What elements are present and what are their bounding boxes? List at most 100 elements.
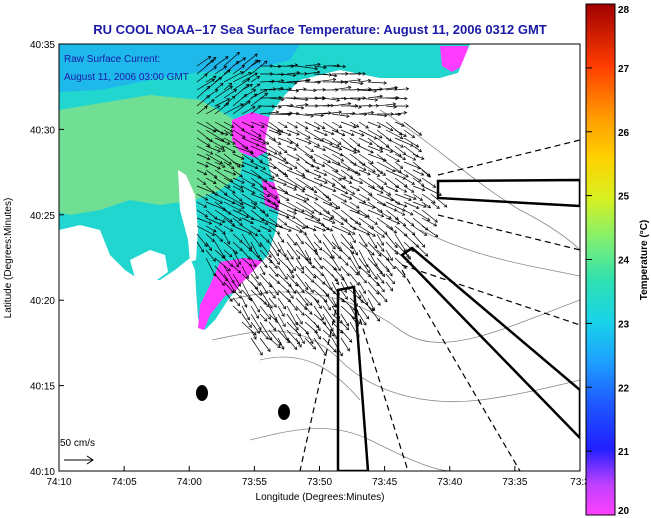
current-vector-head <box>254 53 258 58</box>
current-vector-head <box>418 148 422 153</box>
current-vector <box>358 249 369 267</box>
current-vector-head <box>247 256 251 260</box>
current-vector <box>250 121 265 128</box>
current-vector-head <box>385 257 390 261</box>
current-vector <box>367 225 385 238</box>
current-vector-head <box>257 282 261 287</box>
current-vector-head <box>334 278 338 282</box>
current-vector-head <box>363 322 367 326</box>
current-vector <box>313 249 322 261</box>
current-vector-head <box>356 187 361 192</box>
current-vector-head <box>212 75 217 79</box>
current-vector-head <box>378 253 382 257</box>
current-vector-head <box>278 64 282 69</box>
current-vector <box>358 129 377 140</box>
current-vector-head <box>281 313 285 317</box>
current-vector-head <box>287 132 292 137</box>
current-vector <box>205 57 217 67</box>
current-vector <box>277 112 293 115</box>
current-vector-head <box>356 149 361 153</box>
current-vector <box>367 305 380 322</box>
current-vector-head <box>294 63 299 68</box>
current-vector-head <box>281 346 285 350</box>
current-vector-head <box>344 296 348 300</box>
current-vector <box>331 257 341 271</box>
current-vector-head <box>363 279 367 284</box>
current-vector <box>304 329 314 344</box>
current-vector <box>250 337 263 356</box>
current-vector-head <box>421 187 426 192</box>
current-vector <box>214 169 233 182</box>
current-vector-head <box>285 214 290 219</box>
current-vector-head <box>393 105 397 109</box>
current-vector <box>358 97 378 101</box>
current-vector <box>313 233 322 244</box>
current-vector <box>214 56 229 67</box>
current-vector <box>322 169 342 181</box>
current-vector <box>295 329 305 344</box>
current-vector <box>358 305 370 320</box>
current-vector <box>376 145 393 153</box>
current-vector <box>241 257 252 267</box>
current-vector <box>322 111 342 115</box>
current-vector <box>385 185 398 192</box>
current-vector <box>241 217 254 224</box>
current-vector-head <box>227 69 231 74</box>
current-vector <box>322 233 336 250</box>
current-vector <box>295 337 302 348</box>
current-vector-head <box>400 144 404 148</box>
current-vector-head <box>245 214 250 218</box>
current-vector-head <box>267 228 272 232</box>
current-vector <box>232 281 242 294</box>
current-vector <box>349 121 359 128</box>
current-vector-head <box>251 182 256 186</box>
current-vector <box>268 97 284 101</box>
current-vector <box>403 209 414 216</box>
current-vector <box>241 121 254 128</box>
current-vector <box>358 185 373 196</box>
current-vector-head <box>241 65 245 69</box>
current-vector <box>232 265 241 274</box>
current-vector-head <box>212 180 217 184</box>
current-vector <box>259 329 269 340</box>
current-vector-head <box>351 231 356 235</box>
current-vector <box>394 265 406 278</box>
current-vector-head <box>292 215 296 219</box>
current-vector-head <box>268 254 272 258</box>
current-vector-head <box>255 315 259 319</box>
current-vector <box>250 297 260 313</box>
current-vector-head <box>374 276 378 280</box>
current-vector-head <box>290 269 294 274</box>
current-vector <box>205 241 212 251</box>
current-vector <box>367 217 378 225</box>
current-vector <box>349 241 358 256</box>
current-vector <box>313 209 333 220</box>
current-vector <box>385 105 397 108</box>
current-vector <box>205 77 222 91</box>
current-vector <box>214 145 225 152</box>
current-vector <box>241 153 254 162</box>
current-vector-head <box>337 267 341 272</box>
current-vector <box>412 209 430 221</box>
current-vector-head <box>274 273 279 278</box>
current-vector-head <box>387 192 392 196</box>
current-vector <box>223 177 243 189</box>
current-vector <box>403 217 414 226</box>
current-vector <box>304 321 318 334</box>
current-vector <box>286 105 304 109</box>
current-vector <box>268 329 282 346</box>
current-vector-head <box>300 105 305 110</box>
current-vector-head <box>421 244 426 248</box>
current-vector <box>304 137 320 147</box>
current-vector <box>295 297 307 310</box>
current-vector-head <box>203 171 208 176</box>
current-vector <box>241 145 254 154</box>
current-vector <box>304 169 322 178</box>
current-vector-head <box>354 252 358 256</box>
current-vector <box>412 233 426 248</box>
current-vector-head <box>232 141 236 145</box>
current-vector-head <box>219 160 224 164</box>
current-vector-head <box>322 228 327 232</box>
current-vector <box>331 209 348 222</box>
current-vector-head <box>296 132 300 136</box>
